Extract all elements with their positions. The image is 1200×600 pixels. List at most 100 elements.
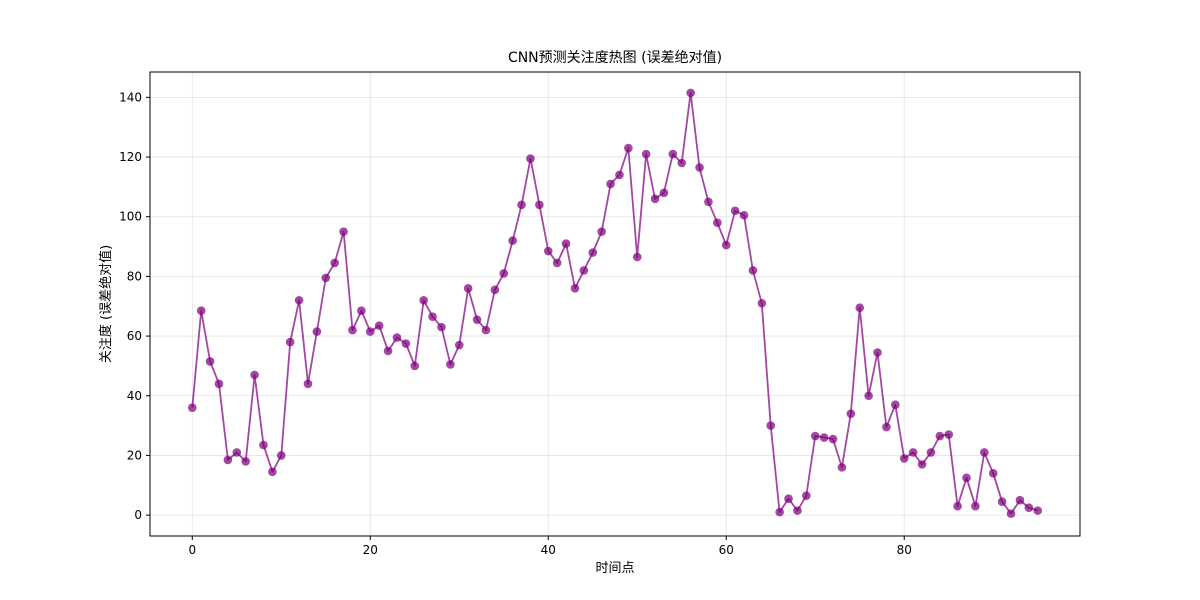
x-axis-label: 时间点 [595,561,634,576]
data-point [259,440,268,450]
chart-title: CNN预测关注度热图 (误差绝对值) [508,50,722,66]
data-point [339,227,348,236]
data-point [944,430,954,439]
data-point [419,295,428,305]
data-point [962,473,971,483]
data-point [499,269,509,278]
data-point [241,457,250,466]
data-point [713,218,722,227]
data-point [437,322,446,332]
data-point [917,460,927,469]
data-point [588,248,598,257]
data-point [312,327,322,336]
data-point [757,298,767,308]
y-tick-label: 0 [134,508,142,522]
data-point [561,239,571,248]
data-point [579,266,589,275]
data-point [864,391,873,401]
data-point [365,327,375,336]
data-point [899,454,909,463]
data-point [268,467,277,477]
data-point [250,370,259,380]
x-tick-label: 80 [897,543,912,557]
data-point [988,469,998,478]
y-tick-label: 40 [127,389,142,403]
data-point [294,295,304,305]
data-point [428,312,437,321]
x-tick-label: 60 [719,543,734,557]
y-tick-label: 140 [119,90,142,104]
x-tick-label: 20 [363,543,378,557]
data-point [855,303,865,313]
data-point [624,143,633,153]
data-point [374,321,384,330]
y-tick-label: 80 [127,269,142,283]
data-point [348,325,357,335]
data-point [276,451,286,460]
y-tick-label: 60 [127,329,142,343]
data-point [739,210,749,220]
data-point [810,431,820,441]
data-point [926,448,936,457]
data-point [650,194,660,204]
data-point [1033,506,1043,515]
x-tick-label: 0 [188,543,196,557]
axis-ticks: 0 20 40 60 80 0 20 40 60 80 100 120 140 [119,90,912,557]
data-point [303,379,313,389]
data-point [526,154,535,163]
data-point [570,284,580,293]
y-tick-label: 20 [127,448,142,462]
data-point [543,246,553,256]
data-point [784,494,793,504]
data-point [214,379,224,389]
data-point [535,200,544,210]
data-point [686,88,695,98]
data-point [552,258,562,268]
data-point [730,206,740,216]
data-point [766,421,776,430]
grid-lines [150,72,1080,536]
data-point [490,285,500,295]
data-point [223,455,233,465]
data-point [935,431,945,441]
data-point [748,266,758,275]
data-point [446,360,455,369]
data-point [837,463,847,472]
data-point [721,240,731,250]
x-tick-label: 40 [541,543,556,557]
data-point [695,163,704,172]
data-point [410,361,420,371]
data-point [232,448,242,457]
data-point [971,501,980,511]
data-point [1006,509,1016,518]
data-point [908,448,918,457]
data-point [357,306,366,316]
data-point [597,227,606,236]
data-point [997,497,1007,506]
data-point [1024,503,1034,512]
data-point [187,403,197,412]
data-point [481,325,491,335]
data-point [321,273,331,283]
data-point [704,197,713,207]
data-point [330,258,339,268]
data-point [980,448,989,457]
data-point [196,306,206,316]
data-point [819,433,829,442]
data-point [401,339,411,348]
data-point [873,348,882,357]
data-point [802,491,811,501]
data-point [454,340,464,350]
data-point [793,506,802,515]
data-point [392,333,402,342]
y-tick-label: 100 [119,210,142,224]
data-point [659,188,669,198]
data-point [846,409,856,418]
data-point [641,149,651,159]
series-layer [187,88,1043,518]
data-point [463,284,473,293]
data-point [517,200,526,210]
data-point [891,400,900,410]
data-point [632,252,642,262]
